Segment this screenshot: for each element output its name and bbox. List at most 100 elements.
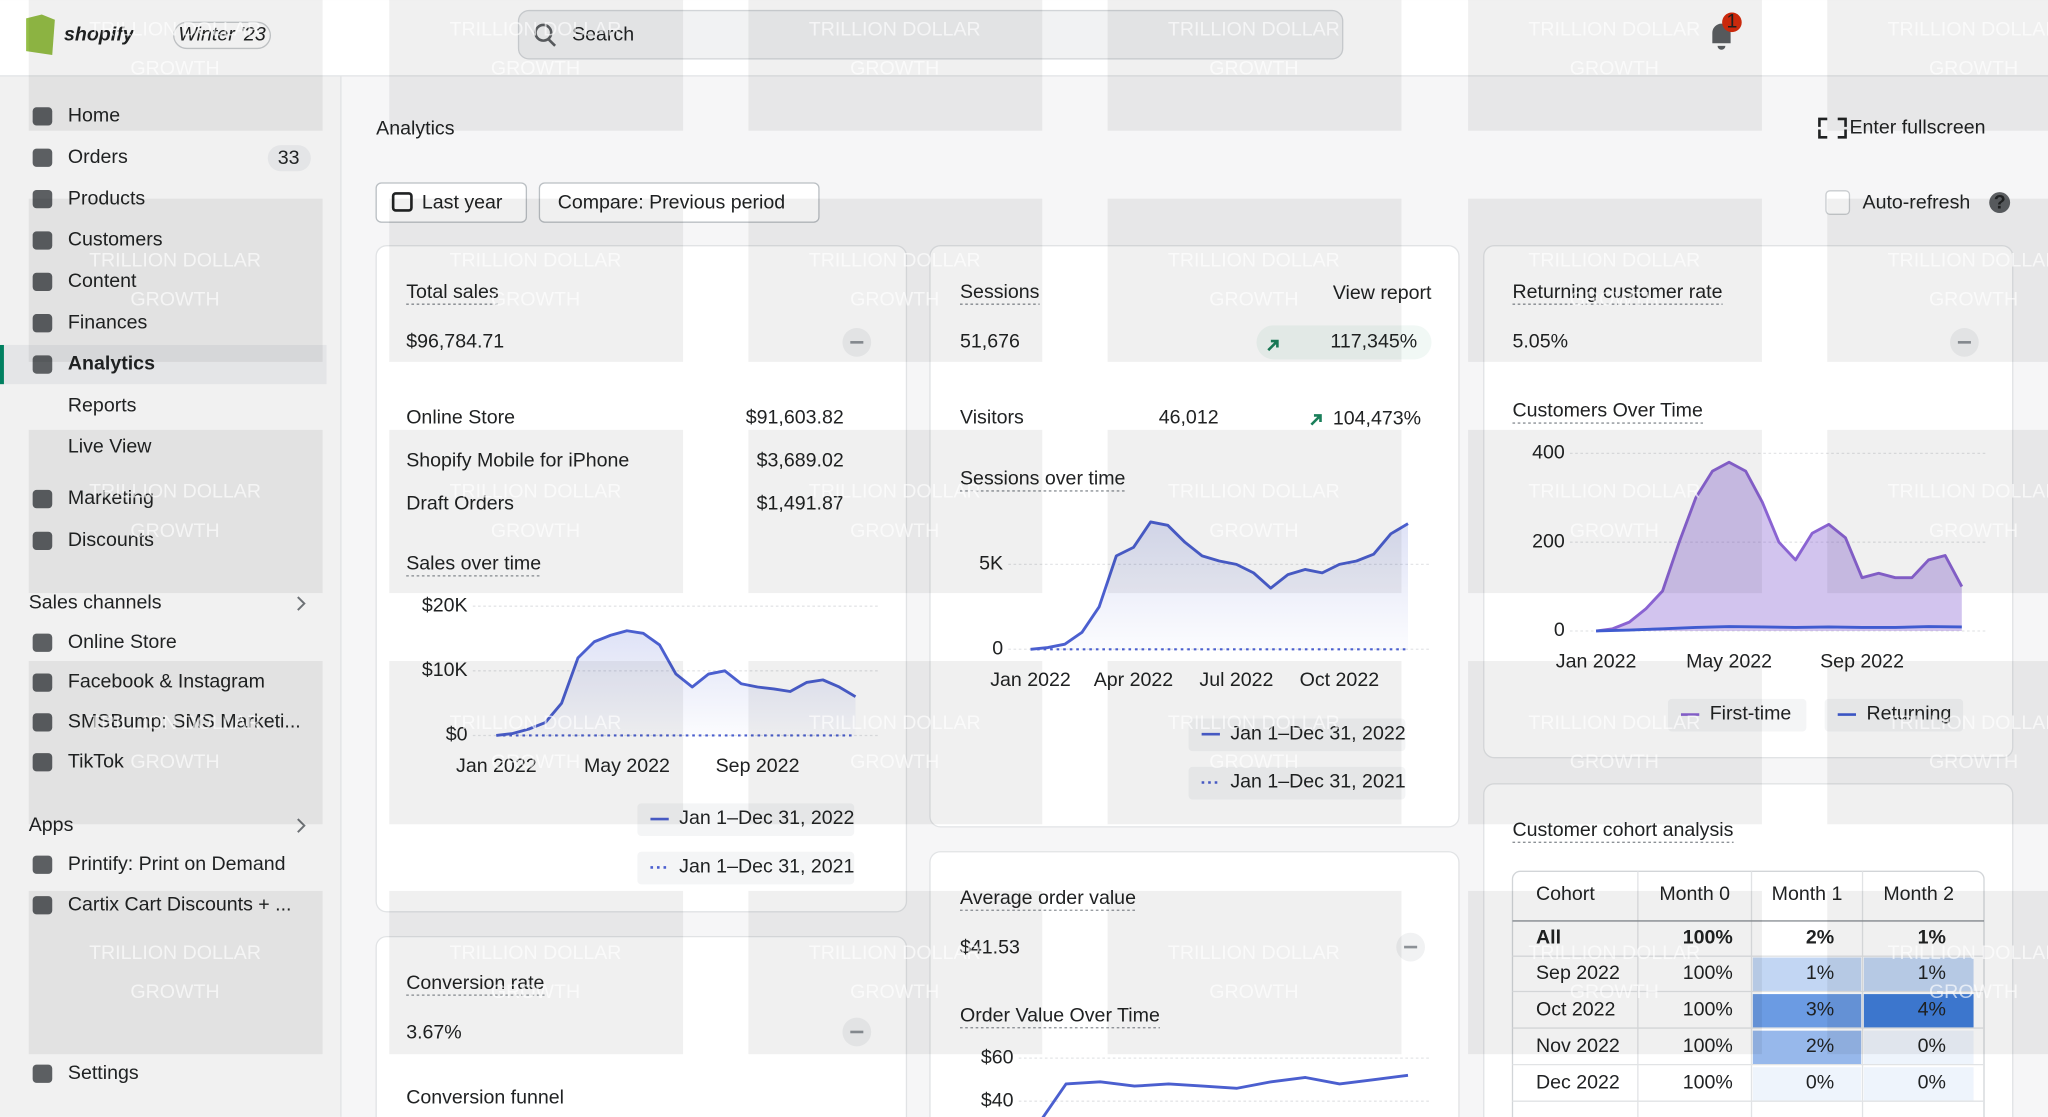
watermark-text: GROWTH (1209, 289, 1298, 311)
change-pill (1256, 325, 1432, 360)
nav-item[interactable]: Orders (68, 146, 128, 168)
nav-item[interactable]: Discounts (68, 529, 154, 551)
y-tick-label: 0 (992, 637, 1003, 659)
card-title: Returning customer rate (1512, 281, 1722, 303)
nav-icon (32, 107, 53, 126)
change-value: 117,345% (1330, 331, 1417, 353)
nav-item[interactable]: Finances (68, 311, 148, 333)
checkbox[interactable] (1825, 190, 1851, 215)
chart-title: Sessions over time (960, 468, 1126, 490)
table-cell: Oct 2022 (1536, 999, 1615, 1021)
logo-icon (26, 14, 55, 55)
table-cell: 3% (1806, 999, 1834, 1021)
line (1595, 460, 1964, 633)
watermark-text: GROWTH (1929, 751, 2018, 773)
watermark-text: GROWTH (850, 981, 939, 1003)
metric-value: $41.53 (960, 937, 1020, 959)
nav-item[interactable]: Products (68, 187, 145, 209)
line (1041, 1073, 1409, 1117)
card-title: Sessions (960, 281, 1040, 303)
legend-box (637, 851, 855, 885)
metric-value: $96,784.71 (406, 331, 504, 353)
watermark-tile (28, 890, 323, 1055)
y-tick-label: $60 (981, 1046, 1014, 1068)
up-arrow (1310, 414, 1322, 426)
legend-box (1824, 698, 1964, 732)
chevron[interactable] (297, 818, 306, 833)
table-header: Month 0 (1659, 883, 1730, 905)
watermark-tile (1107, 429, 1402, 594)
table-cell: 0% (1918, 1072, 1946, 1094)
table-cell: 4% (1918, 999, 1946, 1021)
button-label: Last year (422, 191, 503, 213)
breakdown-value: 46,012 (1159, 406, 1219, 428)
watermark-text: TRILLION DOLLAR (1528, 481, 1700, 503)
x-tick-label: Sep 2022 (716, 755, 800, 777)
change-value: 104,473% (1333, 408, 1421, 430)
x-tick-label: Jan 2022 (990, 669, 1071, 691)
nav-item[interactable]: Cartix Cart Discounts + ... (68, 893, 292, 915)
heat-cell (1752, 1067, 1862, 1102)
table-cell: 2% (1806, 927, 1834, 949)
nav-icon (32, 489, 53, 509)
watermark-text: TRILLION DOLLAR (1888, 712, 2048, 734)
watermark-tile (1827, 198, 2048, 362)
search-box[interactable] (517, 9, 1344, 60)
watermark-text: GROWTH (850, 58, 939, 80)
metric-value: 5.05% (1512, 331, 1568, 353)
nav-icon (32, 531, 53, 551)
watermark-text: GROWTH (130, 58, 219, 80)
search-icon (547, 38, 557, 47)
watermark-tile (389, 890, 684, 1055)
nav-item[interactable]: Customers (68, 229, 163, 251)
y-tick-label: 0 (1554, 619, 1565, 641)
watermark-text: GROWTH (850, 289, 939, 311)
area (496, 630, 856, 736)
button[interactable] (538, 182, 820, 223)
chevron[interactable] (297, 596, 306, 611)
table-header: Month 2 (1883, 883, 1954, 905)
breakdown-label: Visitors (960, 406, 1024, 428)
watermark-tile (748, 0, 1043, 131)
watermark-tile (1107, 890, 1402, 1055)
nav-item[interactable]: SMSBump: SMS Marketi... (68, 711, 301, 733)
nav-item[interactable]: Analytics (68, 353, 155, 375)
nav-item[interactable]: TikTok (68, 750, 124, 772)
breakdown-value: $1,491.87 (757, 492, 844, 514)
nav-subitem[interactable]: Reports (68, 395, 137, 417)
nav-item[interactable]: Online Store (68, 631, 177, 653)
nav-item[interactable]: Facebook & Instagram (68, 671, 265, 693)
y-tick-label: 200 (1532, 530, 1565, 552)
watermark-text: GROWTH (1929, 981, 2018, 1003)
table-cell: Dec 2022 (1536, 1072, 1620, 1094)
nav-subitem[interactable]: Live View (68, 436, 152, 458)
watermark-text: TRILLION DOLLAR (809, 712, 981, 734)
nav-item[interactable]: Printify: Print on Demand (68, 853, 286, 875)
nav-item[interactable]: Settings (68, 1062, 139, 1084)
fullscreen-button[interactable]: Enter fullscreen (1849, 116, 1985, 138)
table-cell: 1% (1918, 927, 1946, 949)
legend-label: First-time (1710, 703, 1792, 725)
nav-item[interactable]: Marketing (68, 487, 154, 509)
table-cell: Sep 2022 (1536, 962, 1620, 984)
channel-icon (32, 633, 53, 652)
card-title: Average order value (960, 887, 1136, 909)
breakdown-label: Shopify Mobile for iPhone (406, 449, 629, 471)
card-title: Total sales (406, 281, 499, 303)
watermark-text: GROWTH (130, 289, 219, 311)
watermark-text: GROWTH (1570, 751, 1659, 773)
nav-item[interactable]: Home (68, 105, 120, 127)
channel-icon (32, 896, 53, 915)
button[interactable] (375, 182, 528, 223)
watermarks: TRILLION DOLLAR GROWTH TRILLION DOLLAR GROW… (28, 0, 2048, 1055)
help-icon (1989, 192, 2011, 214)
nav-item[interactable]: Content (68, 270, 137, 292)
view-report-link[interactable]: View report (1333, 282, 1432, 304)
area (1030, 521, 1408, 650)
y-tick-label: $10K (422, 659, 468, 681)
watermark-text: TRILLION DOLLAR (1888, 481, 2048, 503)
watermark-text: TRILLION DOLLAR (1888, 942, 2048, 964)
watermark-text: GROWTH (491, 520, 580, 542)
orders-badge: 33 (278, 147, 300, 169)
watermark-tile (1827, 890, 2048, 1055)
